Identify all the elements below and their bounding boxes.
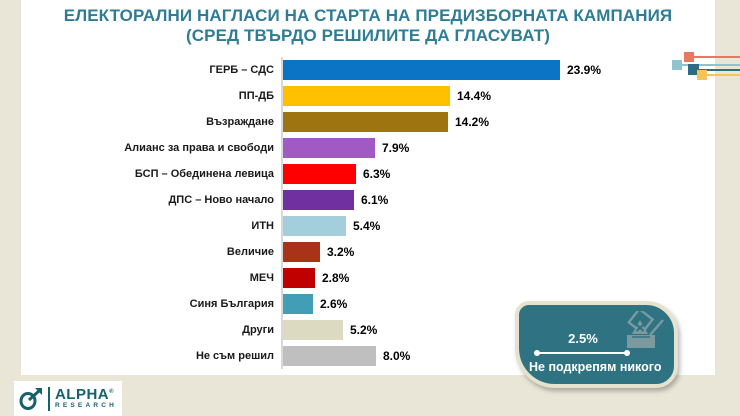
badge-value: 2.5% bbox=[568, 331, 598, 346]
annotation-badge: 2.5% Не подкрепям никого bbox=[515, 301, 678, 388]
title-line-2: (СРЕД ТВЪРДО РЕШИЛИТЕ ДА ГЛАСУВАТ) bbox=[186, 26, 550, 45]
logo-brand: ALPHA® bbox=[54, 386, 115, 404]
deco-square-light-blue bbox=[672, 60, 682, 70]
bar-track: 7.9% bbox=[281, 135, 715, 161]
logo-subtitle: RESEARCH bbox=[54, 402, 118, 410]
value-label: 14.2% bbox=[455, 115, 490, 129]
value-label: 8.0% bbox=[383, 349, 411, 363]
bar bbox=[283, 164, 356, 184]
bar-track: 8.0% bbox=[281, 343, 715, 369]
bar bbox=[283, 86, 450, 106]
category-label: Възраждане bbox=[206, 116, 274, 128]
alpha-research-logo: ALPHA® RESEARCH bbox=[14, 381, 122, 416]
bar bbox=[283, 294, 313, 314]
bar bbox=[283, 320, 343, 340]
chart-row: Синя България 2.6% bbox=[21, 291, 715, 317]
alpha-glyph-icon bbox=[19, 387, 42, 410]
bar bbox=[283, 112, 448, 132]
category-label: ДПС – Ново начало bbox=[168, 194, 274, 206]
page-title: ЕЛЕКТОРАЛНИ НАГЛАСИ НА СТАРТА НА ПРЕДИЗБ… bbox=[21, 6, 715, 46]
bar bbox=[283, 346, 376, 366]
value-label: 2.6% bbox=[320, 297, 348, 311]
bar-track: 23.9% bbox=[281, 57, 715, 83]
badge-connector-line bbox=[534, 350, 630, 356]
bar bbox=[283, 138, 375, 158]
ballot-box-icon bbox=[627, 311, 664, 348]
chart-row: ИТН 5.4% bbox=[21, 213, 715, 239]
value-label: 14.4% bbox=[457, 89, 492, 103]
deco-line-dark-teal bbox=[699, 69, 740, 71]
deco-square-salmon bbox=[684, 52, 694, 62]
bar-track: 6.3% bbox=[281, 161, 715, 187]
category-label: Величие bbox=[226, 246, 274, 258]
bar bbox=[283, 242, 320, 262]
bar-track: 14.4% bbox=[281, 83, 715, 109]
category-label: БСП – Обединена левица bbox=[134, 168, 274, 180]
badge-label: Не подкрепям никого bbox=[529, 360, 662, 374]
bar-track: 2.6% bbox=[281, 291, 715, 317]
value-label: 3.2% bbox=[327, 245, 355, 259]
bar bbox=[283, 268, 315, 288]
deco-square-dark-teal bbox=[688, 64, 699, 75]
category-label: ПП-ДБ bbox=[238, 90, 274, 102]
deco-line-salmon bbox=[694, 56, 740, 58]
bar-track: 14.2% bbox=[281, 109, 715, 135]
deco-line-yellow bbox=[707, 74, 740, 76]
category-label: Алианс за права и свободи bbox=[124, 142, 274, 154]
chart-row: Алианс за права и свободи 7.9% bbox=[21, 135, 715, 161]
registered-mark: ® bbox=[109, 389, 115, 396]
value-label: 2.8% bbox=[322, 271, 350, 285]
chart-row: ГЕРБ – СДС 23.9% bbox=[21, 57, 715, 83]
chart-row: ПП-ДБ 14.4% bbox=[21, 83, 715, 109]
chart-row: БСП – Обединена левица 6.3% bbox=[21, 161, 715, 187]
bar-track: 6.1% bbox=[281, 187, 715, 213]
deco-square-yellow bbox=[697, 70, 707, 80]
value-label: 5.4% bbox=[353, 219, 381, 233]
value-label: 6.3% bbox=[363, 167, 391, 181]
category-label: ИТН bbox=[251, 220, 274, 232]
bar-track: 3.2% bbox=[281, 239, 715, 265]
category-label: ГЕРБ – СДС bbox=[209, 64, 274, 76]
bar bbox=[283, 190, 354, 210]
content-card: ЕЛЕКТОРАЛНИ НАГЛАСИ НА СТАРТА НА ПРЕДИЗБ… bbox=[21, 0, 715, 375]
value-label: 23.9% bbox=[567, 63, 602, 77]
chart-row: Други 5.2% bbox=[21, 317, 715, 343]
value-label: 7.9% bbox=[382, 141, 410, 155]
bar-track: 5.4% bbox=[281, 213, 715, 239]
category-label: Не съм решил bbox=[195, 350, 274, 362]
chart-row: Възраждане 14.2% bbox=[21, 109, 715, 135]
bar-chart: ГЕРБ – СДС 23.9% ПП-ДБ 14.4% Възраждане 14.2%… bbox=[21, 57, 715, 369]
chart-row: ДПС – Ново начало 6.1% bbox=[21, 187, 715, 213]
bar-track: 5.2% bbox=[281, 317, 715, 343]
value-label: 6.1% bbox=[361, 193, 389, 207]
category-label: Други bbox=[242, 324, 274, 336]
category-label: МЕЧ bbox=[249, 272, 274, 284]
chart-row: Не съм решил 8.0% bbox=[21, 343, 715, 369]
bar bbox=[283, 216, 346, 236]
chart-row: МЕЧ 2.8% bbox=[21, 265, 715, 291]
logo-divider bbox=[47, 386, 50, 411]
category-label: Синя България bbox=[189, 298, 274, 310]
bar-track: 2.8% bbox=[281, 265, 715, 291]
value-label: 5.2% bbox=[350, 323, 378, 337]
chart-row: Величие 3.2% bbox=[21, 239, 715, 265]
deco-line-light-blue bbox=[682, 64, 740, 66]
title-line-1: ЕЛЕКТОРАЛНИ НАГЛАСИ НА СТАРТА НА ПРЕДИЗБ… bbox=[63, 6, 673, 25]
bar bbox=[283, 60, 560, 80]
